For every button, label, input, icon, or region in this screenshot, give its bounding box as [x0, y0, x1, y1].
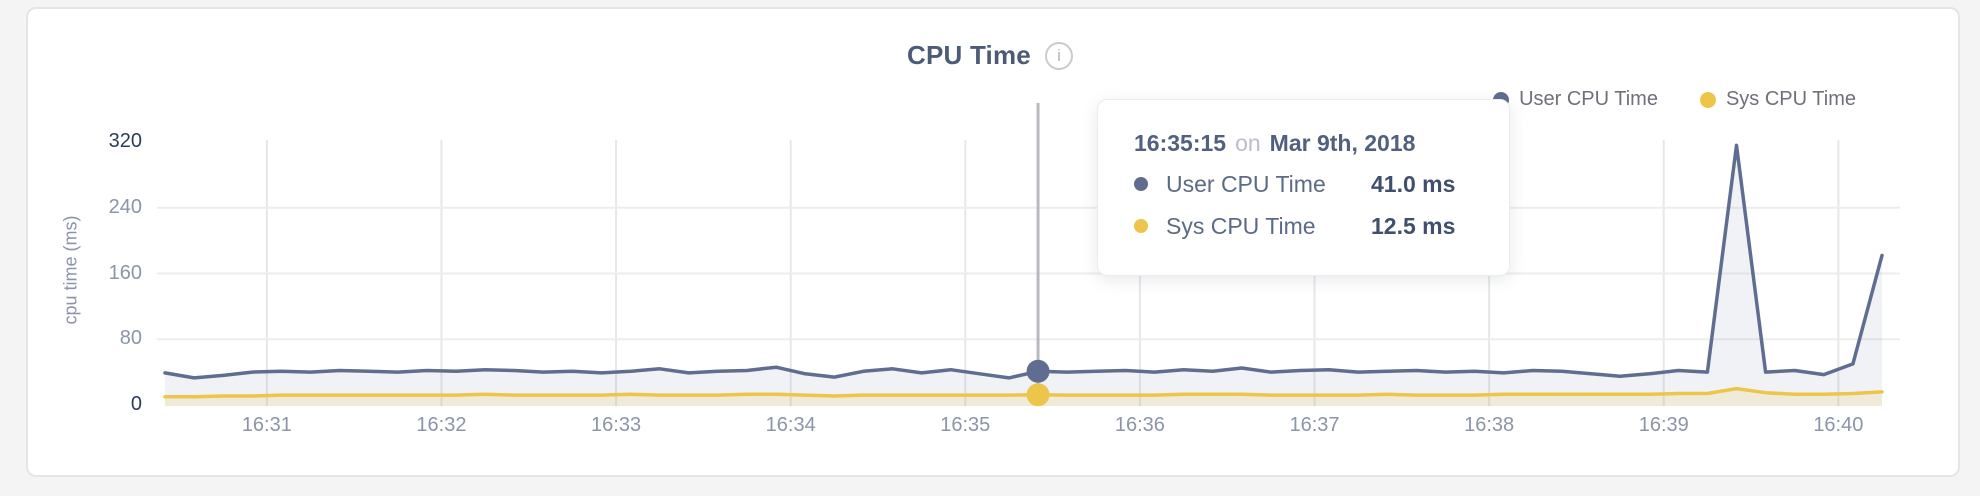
x-tick-label: 16:38: [1464, 414, 1515, 436]
y-tick-label: 240: [108, 195, 142, 218]
x-tick-label: 16:36: [1114, 414, 1165, 436]
x-tick-label: 16:35: [940, 414, 991, 436]
sys-cpu-time-area: [165, 388, 1882, 406]
info-icon[interactable]: i: [1044, 41, 1073, 70]
tooltip-series-name: Sys CPU Time: [1166, 212, 1316, 239]
sys-series-dot-icon: [1134, 219, 1148, 233]
legend-label-sys: Sys CPU Time: [1725, 88, 1856, 110]
highlight-dot-sys-cpu-time[interactable]: [1026, 383, 1050, 407]
tooltip-series-value: 12.5 ms: [1371, 212, 1456, 239]
legend-item-sys[interactable]: Sys CPU Time: [1699, 88, 1856, 111]
x-tick-label: 16:37: [1289, 414, 1340, 436]
tooltip-series-value: 41.0 ms: [1371, 170, 1456, 197]
x-tick-label: 16:31: [241, 414, 292, 436]
cpu-time-chart-card: [26, 7, 1960, 477]
chart-title: CPU Time: [907, 40, 1031, 70]
chart-header: CPU Time i: [0, 40, 1980, 71]
chart-tooltip: 16:35:15 on Mar 9th, 2018 User CPU Time …: [1097, 99, 1510, 276]
user-cpu-time-line: [163, 143, 1884, 380]
highlight-dot-user-cpu-time[interactable]: [1026, 359, 1050, 383]
x-tick-label: 16:40: [1813, 414, 1864, 436]
tooltip-date: Mar 9th, 2018: [1269, 130, 1416, 156]
x-tick-label: 16:39: [1638, 414, 1689, 436]
x-tick-label: 16:34: [765, 414, 816, 436]
legend-label-user: User CPU Time: [1519, 88, 1658, 110]
user-cpu-time-area: [165, 145, 1882, 407]
x-tick-label: 16:33: [591, 414, 642, 436]
user-series-dot-icon: [1134, 177, 1148, 191]
y-tick-label: 0: [130, 393, 142, 415]
tooltip-series-name: User CPU Time: [1166, 170, 1326, 197]
x-tick-label: 16:32: [416, 414, 467, 436]
y-tick-label: 80: [119, 327, 142, 350]
tooltip-timestamp: 16:35:15 on Mar 9th, 2018: [1134, 130, 1479, 162]
legend-dot-sys-icon: [1699, 91, 1716, 108]
tooltip-time: 16:35:15: [1134, 130, 1227, 156]
y-tick-label: 160: [108, 261, 142, 284]
sys-cpu-time-line: [163, 386, 1884, 399]
tooltip-row-sys: Sys CPU Time 12.5 ms: [1134, 206, 1479, 246]
y-tick-label: 320: [108, 130, 142, 152]
tooltip-row-user: User CPU Time 41.0 ms: [1134, 164, 1479, 204]
tooltip-connector: on: [1235, 130, 1261, 156]
